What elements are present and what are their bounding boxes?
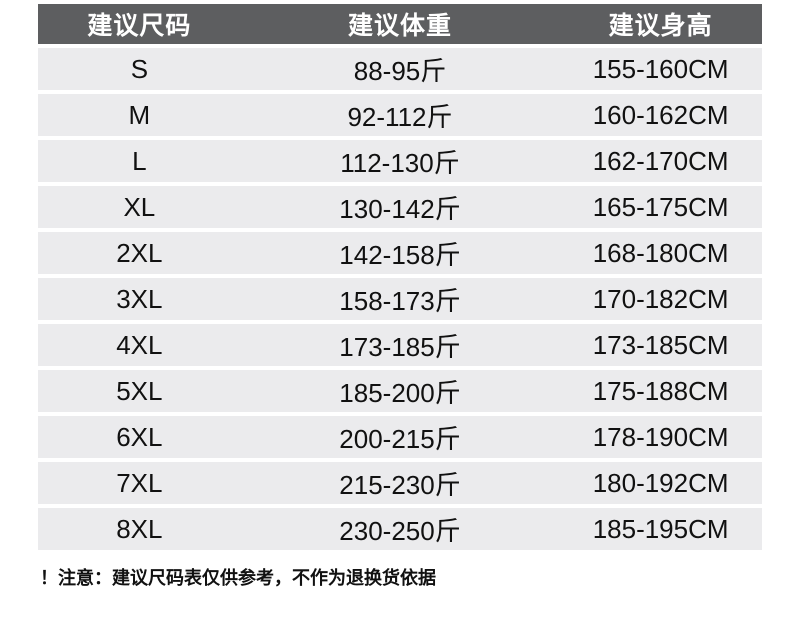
height-cell: 165-175CM <box>592 191 729 222</box>
table-row: L 112-130斤 162-170CM <box>38 140 762 182</box>
column-header-size: 建议尺码 <box>87 12 192 40</box>
table-row: 5XL 185-200斤 175-188CM <box>38 370 762 412</box>
size-cell: XL <box>123 191 156 222</box>
height-cell: 162-170CM <box>592 145 729 176</box>
size-chart-table: 建议尺码 建议体重 建议身高 S 88-95斤 155-160CM M 92-1… <box>38 4 762 554</box>
table-row: 7XL 215-230斤 180-192CM <box>38 462 762 504</box>
height-cell: 175-188CM <box>592 375 729 406</box>
weight-cell: 215-230斤 <box>339 469 461 500</box>
height-cell: 155-160CM <box>592 53 729 84</box>
height-cell: 173-185CM <box>592 329 729 360</box>
size-cell: 2XL <box>116 237 163 268</box>
table-row: 2XL 142-158斤 168-180CM <box>38 232 762 274</box>
weight-cell: 185-200斤 <box>339 377 461 408</box>
table-row: 3XL 158-173斤 170-182CM <box>38 278 762 320</box>
table-row: S 88-95斤 155-160CM <box>38 48 762 90</box>
height-cell: 160-162CM <box>592 99 729 130</box>
weight-cell: 142-158斤 <box>339 239 461 270</box>
height-cell: 185-195CM <box>592 513 729 544</box>
size-cell: 5XL <box>116 375 163 406</box>
table-row: 6XL 200-215斤 178-190CM <box>38 416 762 458</box>
height-cell: 168-180CM <box>592 237 729 268</box>
height-cell: 180-192CM <box>592 467 729 498</box>
weight-cell: 158-173斤 <box>339 285 461 316</box>
table-row: M 92-112斤 160-162CM <box>38 94 762 136</box>
size-cell: 6XL <box>116 421 163 452</box>
weight-cell: 230-250斤 <box>339 515 461 546</box>
table-row: XL 130-142斤 165-175CM <box>38 186 762 228</box>
weight-cell: 173-185斤 <box>339 331 461 362</box>
weight-cell: 92-112斤 <box>347 101 453 132</box>
table-body: S 88-95斤 155-160CM M 92-112斤 160-162CM L… <box>38 48 762 550</box>
height-cell: 170-182CM <box>592 283 729 314</box>
weight-cell: 200-215斤 <box>339 423 461 454</box>
weight-cell: 130-142斤 <box>339 193 461 224</box>
size-cell: 4XL <box>116 329 163 360</box>
table-header-row: 建议尺码 建议体重 建议身高 <box>38 4 762 44</box>
table-row: 8XL 230-250斤 185-195CM <box>38 508 762 550</box>
size-cell: M <box>128 99 151 130</box>
size-cell: 3XL <box>116 283 163 314</box>
size-cell: L <box>132 145 147 176</box>
size-cell: 7XL <box>116 467 163 498</box>
disclaimer-note: ！注意：建议尺码表仅供参考，不作为退换货依据 <box>40 568 436 588</box>
height-cell: 178-190CM <box>592 421 729 452</box>
weight-cell: 112-130斤 <box>340 147 460 178</box>
column-header-weight: 建议体重 <box>347 12 452 40</box>
column-header-height: 建议身高 <box>608 12 713 40</box>
size-cell: S <box>130 53 149 84</box>
size-cell: 8XL <box>116 513 163 544</box>
table-row: 4XL 173-185斤 173-185CM <box>38 324 762 366</box>
weight-cell: 88-95斤 <box>353 55 447 86</box>
